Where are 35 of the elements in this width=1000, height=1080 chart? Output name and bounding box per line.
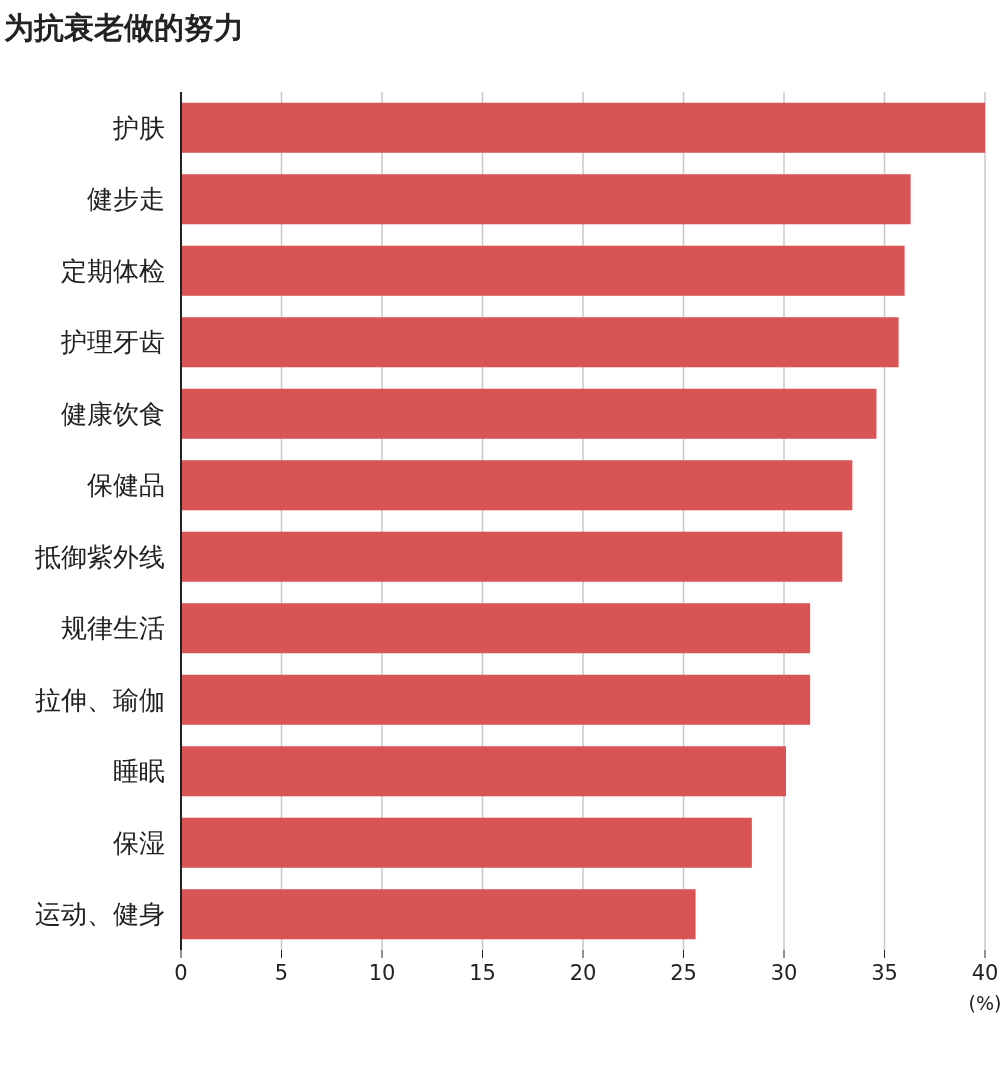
y-tick-label: 抵御紫外线 — [34, 541, 165, 572]
y-tick-label: 保湿 — [113, 827, 165, 858]
bar — [181, 317, 899, 368]
bar — [181, 817, 752, 868]
x-tick-label: 0 — [174, 961, 188, 985]
y-tick-label: 规律生活 — [61, 613, 165, 644]
bar — [181, 388, 877, 439]
x-tick-label: 10 — [368, 961, 396, 985]
x-tick-label: 15 — [469, 961, 496, 985]
x-axis-title: (%) — [968, 992, 1000, 1014]
x-tick-label: 35 — [871, 961, 898, 985]
y-tick-label: 拉伸、瑜伽 — [35, 684, 165, 715]
bar — [181, 746, 787, 797]
y-tick-label: 保健品 — [87, 470, 165, 501]
bar — [181, 460, 853, 511]
y-tick-label: 健步走 — [87, 184, 165, 215]
y-tick-label: 健康饮食 — [61, 398, 165, 429]
y-tick-label: 运动、健身 — [35, 899, 165, 930]
x-tick-label: 25 — [670, 961, 697, 985]
bar — [181, 674, 811, 725]
y-tick-label: 睡眠 — [113, 756, 165, 787]
x-tick-label: 5 — [274, 961, 289, 985]
bar — [181, 245, 905, 296]
y-tick-label: 护肤 — [112, 112, 165, 143]
x-tick-label: 20 — [569, 961, 597, 985]
bar — [181, 102, 985, 153]
y-tick-label: 定期体检 — [61, 255, 165, 286]
bar — [181, 889, 696, 940]
x-tick-label: 40 — [971, 961, 999, 985]
x-tick-label: 30 — [770, 961, 798, 985]
y-tick-label: 护理牙齿 — [60, 327, 165, 358]
chart-title: 为抗衰老做的努力 — [4, 10, 244, 45]
bar — [181, 531, 843, 582]
bar — [181, 174, 911, 225]
bar — [181, 603, 811, 654]
